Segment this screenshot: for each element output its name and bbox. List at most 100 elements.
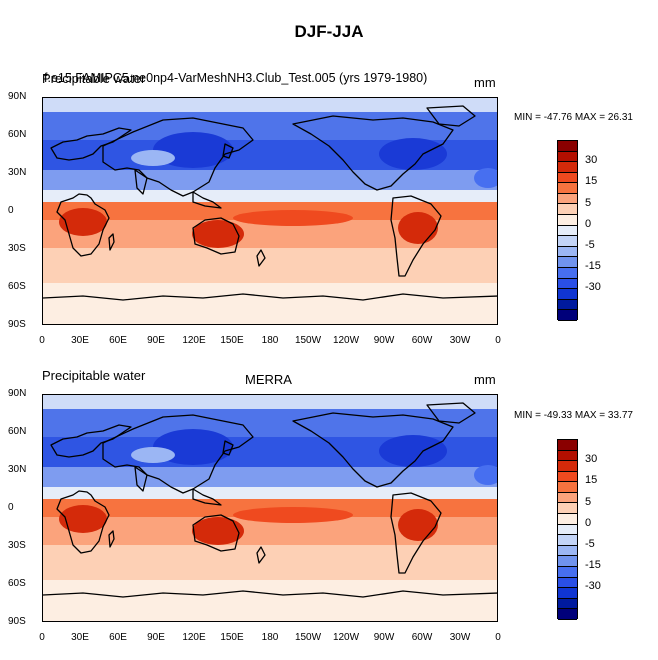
panel-units: mm <box>474 75 496 90</box>
colorbar-cell <box>558 162 577 173</box>
coastline-seasia <box>192 191 222 209</box>
colorbar-cell <box>558 310 577 321</box>
colorbar-cell <box>558 514 577 525</box>
band-subtropic-north <box>43 170 497 190</box>
colorbar-cell <box>558 471 577 483</box>
coastline-india <box>134 466 148 492</box>
colorbar <box>557 439 578 620</box>
band-polar-north <box>43 395 497 409</box>
lat-tick-label: 30S <box>8 243 26 254</box>
map-panel-merra: Precipitable water MERRA mm MIN = -49.33… <box>0 297 658 643</box>
colorbar-cell <box>558 151 577 163</box>
colorbar-cell <box>558 577 577 589</box>
colorbar <box>557 140 578 321</box>
coastline-madagascar <box>108 530 115 548</box>
atlantic-anomaly <box>474 168 497 188</box>
panel-left-title: Precipitable water <box>42 368 146 383</box>
colorbar-cell <box>558 236 577 247</box>
coastline-greenland <box>426 105 476 127</box>
namerica-low-anomaly <box>379 138 447 170</box>
colorbar-cell <box>558 440 577 451</box>
colorbar-tick-label: 5 <box>585 495 592 508</box>
colorbar-cell <box>558 524 577 536</box>
colorbar-tick-label: -15 <box>585 559 601 572</box>
lat-tick-label: 30S <box>8 540 26 551</box>
colorbar-tick-label: -5 <box>585 537 595 550</box>
lon-tick-label: 120W <box>332 335 360 346</box>
colorbar-cell <box>558 225 577 237</box>
colorbar-tick-label: -5 <box>585 238 595 251</box>
colorbar-cell <box>558 267 577 279</box>
colorbar-cell <box>558 183 577 194</box>
colorbar-cell <box>558 503 577 515</box>
lat-tick-label: 90S <box>8 616 26 627</box>
colorbar-cell <box>558 492 577 504</box>
lon-tick-label: 90W <box>373 632 395 643</box>
lon-tick-label: 120E <box>182 632 206 643</box>
lat-tick-label: 90N <box>8 388 27 399</box>
precip-water-contour-map <box>43 395 497 621</box>
lon-tick-label: 150W <box>294 335 322 346</box>
lat-tick-label: 90N <box>8 91 27 102</box>
coastline-asia <box>102 117 254 197</box>
map-plot-area <box>42 97 498 325</box>
lon-tick-label: 150E <box>220 335 244 346</box>
panel-left-title: Precipitable water <box>42 71 146 86</box>
lat-tick-label: 60S <box>8 578 26 589</box>
band-high-lat-north <box>43 112 497 140</box>
lon-tick-label: 150W <box>294 632 322 643</box>
colorbar-tick-label: -15 <box>585 260 601 273</box>
band-equator <box>43 190 497 202</box>
coastline-asia <box>102 414 254 494</box>
coastline-newzealand <box>256 249 266 267</box>
coastline-samerica <box>390 195 442 277</box>
lon-tick-label: 30E <box>71 335 89 346</box>
australia-high-anomaly <box>192 517 244 545</box>
lat-tick-label: 0 <box>8 205 14 216</box>
map-plot-area <box>42 394 498 622</box>
lon-tick-label: 60W <box>411 632 433 643</box>
map-panel-model: Precipitable water f.e15.FAMIPC5.ne0np4-… <box>0 0 658 346</box>
lon-tick-label: 0 <box>495 335 501 346</box>
coastline-australia <box>192 217 240 255</box>
lat-tick-label: 60S <box>8 281 26 292</box>
coastline-madagascar <box>108 233 115 251</box>
lon-tick-label: 90E <box>147 335 165 346</box>
colorbar-cell <box>558 299 577 311</box>
panel-units: mm <box>474 372 496 387</box>
colorbar-tick-label: 30 <box>585 453 598 466</box>
colorbar-cell <box>558 545 577 557</box>
colorbar-cell <box>558 482 577 493</box>
colorbar-cell <box>558 588 577 599</box>
colorbar-tick-label: -30 <box>585 281 601 294</box>
africa-high-anomaly <box>59 208 107 236</box>
lon-tick-label: 150E <box>220 632 244 643</box>
samerica-high-anomaly <box>398 212 438 244</box>
lon-tick-label: 60E <box>109 632 127 643</box>
panel-min-max: MIN = -47.76 MAX = 26.31 <box>514 112 633 123</box>
coastline-india <box>134 169 148 195</box>
colorbar-cell <box>558 215 577 226</box>
colorbar-cell <box>558 598 577 610</box>
colorbar-cell <box>558 535 577 546</box>
tibet-plateau-anomaly <box>131 150 175 166</box>
band-polar-north <box>43 98 497 112</box>
coastline-greenland <box>426 402 476 424</box>
colorbar-cell <box>558 609 577 620</box>
spacific-high-anomaly <box>233 210 353 226</box>
colorbar-cell <box>558 289 577 300</box>
colorbar-cell <box>558 141 577 152</box>
band-mid-lat-south <box>43 545 497 580</box>
lat-tick-label: 0 <box>8 502 14 513</box>
colorbar-tick-label: 0 <box>585 516 592 529</box>
lon-tick-label: 30W <box>449 632 471 643</box>
spacific-high-anomaly <box>233 507 353 523</box>
lon-tick-label: 30E <box>71 632 89 643</box>
panel-min-max: MIN = -49.33 MAX = 33.77 <box>514 410 633 421</box>
coastline-samerica <box>390 492 442 574</box>
lon-tick-label: 90E <box>147 632 165 643</box>
coastline-europe <box>50 127 132 161</box>
lon-tick-label: 180 <box>261 335 279 346</box>
colorbar-cell <box>558 204 577 216</box>
coastline-japan <box>222 143 234 159</box>
